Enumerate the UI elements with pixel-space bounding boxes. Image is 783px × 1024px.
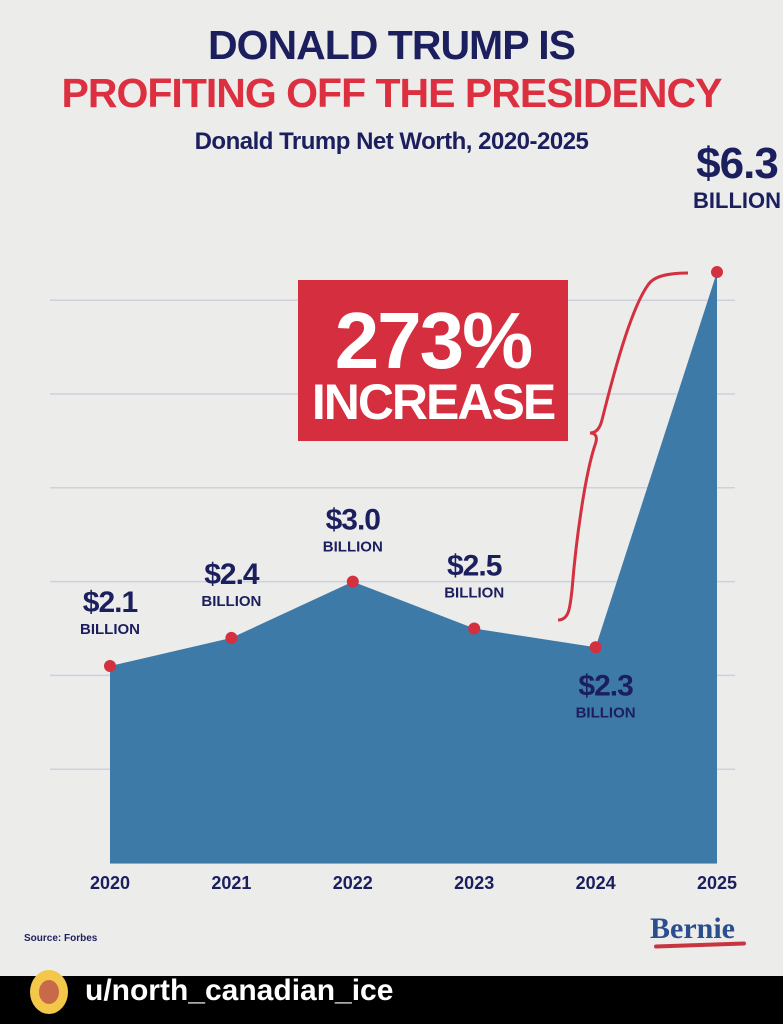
username[interactable]: u/north_canadian_ice <box>85 974 394 1007</box>
x-tick-2020: 2020 <box>90 873 130 893</box>
annotation-box <box>298 280 568 441</box>
net-worth-chart: 273% INCREASE $2.1 BILLION $2.4 BILLION $3.0… <box>50 139 781 893</box>
x-tick-2021: 2021 <box>211 873 251 893</box>
x-tick-2024: 2024 <box>576 873 616 893</box>
data-point-2020 <box>104 660 116 673</box>
title-line-1: DONALD TRUMP IS <box>208 22 576 68</box>
area-fill <box>110 272 717 863</box>
data-point-2021 <box>225 631 238 644</box>
value-label-2022: $3.0 <box>326 504 381 537</box>
unit-label: BILLION <box>444 585 504 602</box>
chart-subtitle: Donald Trump Net Worth, 2020-2025 <box>194 128 589 155</box>
unit-label: BILLION <box>693 188 781 213</box>
infographic-card: DONALD TRUMP IS PROFITING OFF THE PRESID… <box>0 0 783 976</box>
unit-label: BILLION <box>80 621 140 638</box>
value-label-2023: $2.5 <box>447 550 502 583</box>
value-label-2025: $6.3 <box>696 139 778 188</box>
unit-label: BILLION <box>323 539 383 556</box>
x-tick-2025: 2025 <box>697 873 737 893</box>
unit-label: BILLION <box>201 593 261 610</box>
data-point-2024 <box>589 641 602 654</box>
footer-bar <box>0 976 783 1024</box>
unit-label: BILLION <box>576 704 636 721</box>
bernie-logo: Bernie <box>650 912 735 945</box>
data-point-2023 <box>468 622 481 635</box>
annotation-percent: 273% <box>335 296 532 385</box>
user-avatar[interactable] <box>30 970 68 1014</box>
x-tick-2022: 2022 <box>333 873 373 893</box>
increase-annotation: 273% INCREASE <box>298 280 568 441</box>
value-label-2020: $2.1 <box>83 586 138 619</box>
data-point-2025 <box>711 266 723 279</box>
source-note: Source: Forbes <box>24 933 98 944</box>
increase-brace <box>557 271 689 622</box>
value-label-2024: $2.3 <box>578 669 633 702</box>
annotation-text: INCREASE <box>312 374 555 430</box>
x-tick-2023: 2023 <box>454 873 494 893</box>
value-label-2021: $2.4 <box>204 558 260 591</box>
title-line-2: PROFITING OFF THE PRESIDENCY <box>61 70 723 116</box>
data-point-2022 <box>346 575 359 588</box>
